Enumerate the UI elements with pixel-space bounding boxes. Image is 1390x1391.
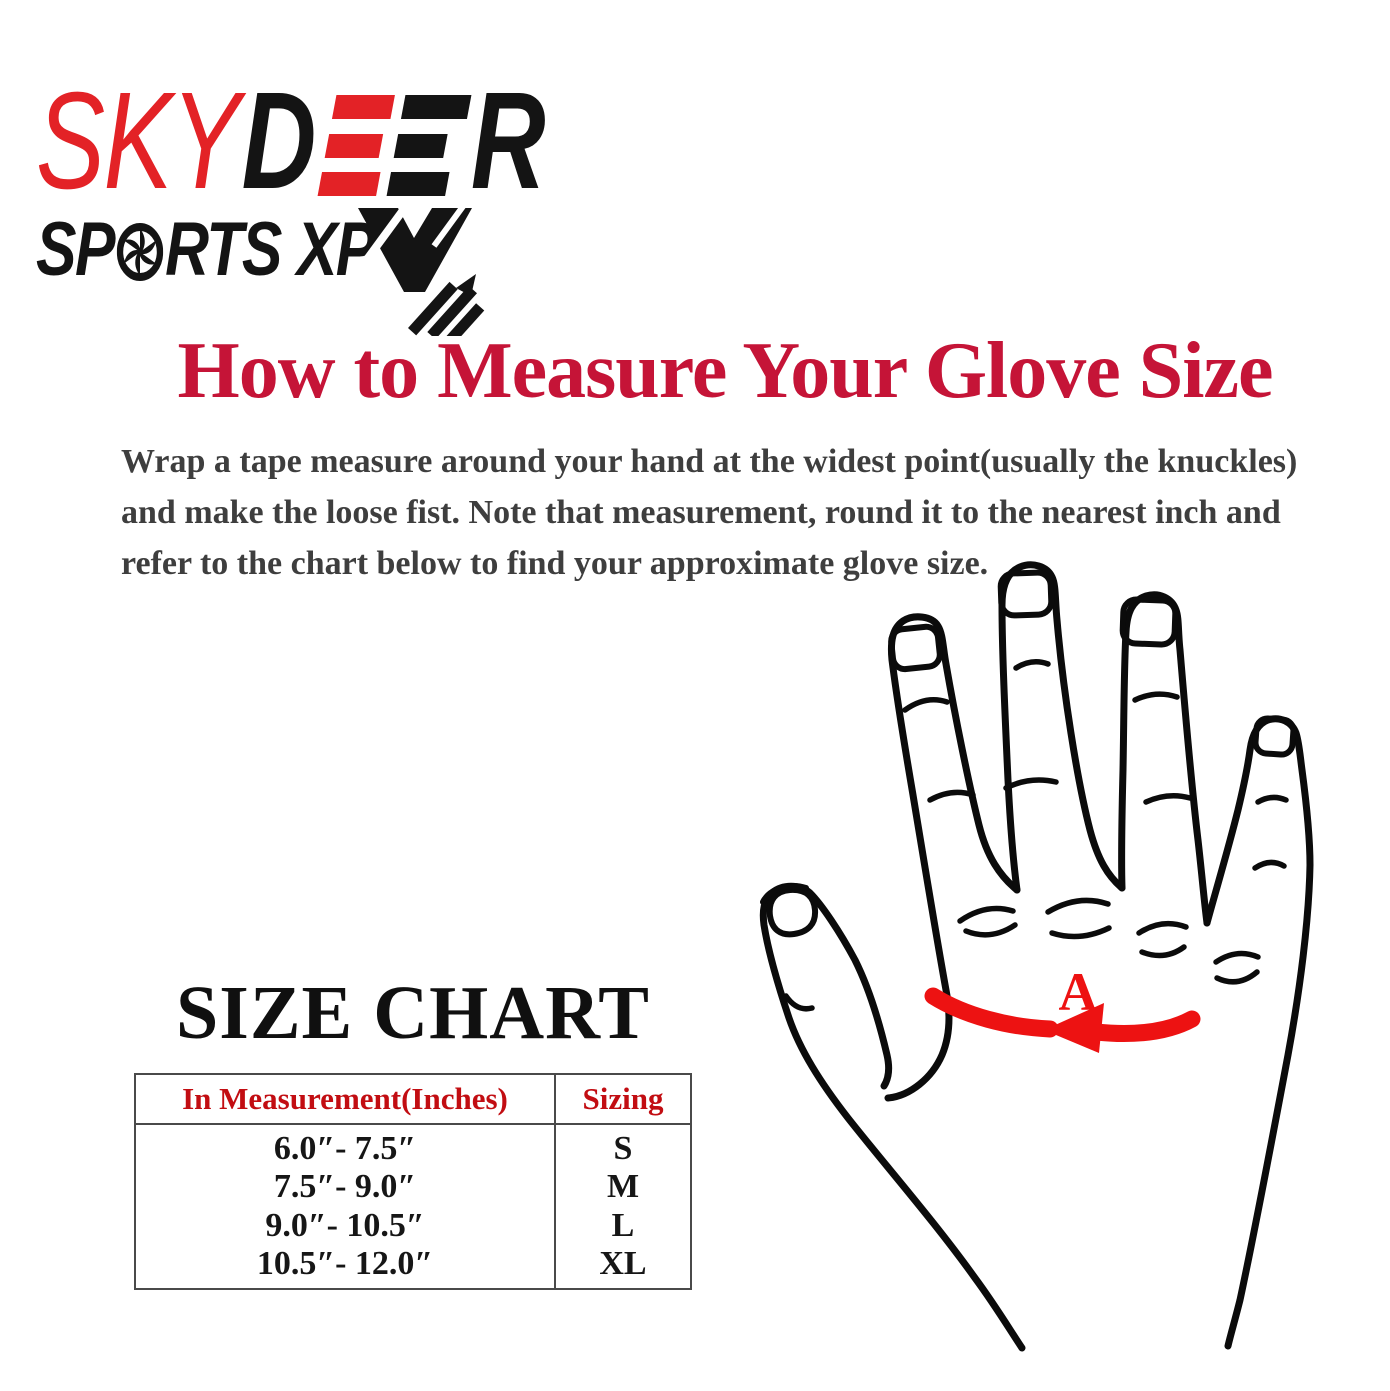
measurement-row-xl: 10.5″- 12.0″ — [256, 1245, 434, 1282]
logo-r-letter: R — [470, 64, 546, 218]
wheel-icon — [117, 223, 164, 281]
measurement-row-l: 9.0″- 10.5″ — [265, 1206, 425, 1244]
size-xl: XL — [599, 1245, 647, 1282]
logo-xp-text: XP — [296, 207, 377, 292]
instructions-line-1: Wrap a tape measure around your hand at … — [121, 443, 1298, 480]
thumb-nail — [766, 886, 819, 938]
measurement-row-m: 7.5″- 9.0″ — [273, 1168, 417, 1205]
measurement-column: In Measurement(Inches) 6.0″- 7.5″ 7.5″- … — [136, 1075, 556, 1288]
hand-illustration — [759, 561, 1314, 1352]
fingernails — [760, 569, 1297, 938]
sizing-values: S M L XL — [556, 1125, 690, 1288]
measurement-arrow — [924, 987, 1201, 1053]
finger-creases — [783, 659, 1289, 1012]
ring-nail — [1119, 596, 1179, 648]
size-s: S — [613, 1129, 633, 1167]
measuring-instructions: Wrap a tape measure around your hand at … — [121, 436, 1366, 589]
measurement-row-s: 6.0″- 7.5″ — [273, 1129, 417, 1167]
index-nail — [888, 623, 943, 673]
logo-e-black-bars-icon — [386, 95, 472, 196]
logo-sky-text: SKY — [36, 64, 240, 218]
band-left-segment — [924, 987, 1059, 1038]
size-m: M — [606, 1168, 640, 1205]
logo-sp-text: SP — [36, 207, 116, 292]
sports-xp-logo: SP RTS XP — [36, 207, 377, 292]
y-wing-logo-icon — [358, 206, 485, 336]
sizing-column: Sizing S M L XL — [556, 1075, 690, 1288]
measurement-values: 6.0″- 7.5″ 7.5″- 9.0″ 9.0″- 10.5″ 10.5″-… — [136, 1125, 554, 1288]
logo-rts-text: RTS — [165, 207, 282, 292]
logo-d-letter: D — [241, 64, 317, 218]
band-right-segment — [1087, 1010, 1201, 1042]
logo-e-red-bars-icon — [317, 95, 395, 196]
pinky-and-palm-outline — [1203, 715, 1314, 1350]
thumb-tip-line — [760, 883, 809, 905]
knuckle-creases — [957, 897, 1261, 985]
instructions-line-3: refer to the chart below to find your ap… — [121, 545, 989, 582]
size-chart-title: SIZE CHART — [175, 971, 650, 1055]
circumference-label: A — [1058, 962, 1098, 1022]
middle-nail — [997, 569, 1055, 619]
page-title: How to Measure Your Glove Size — [177, 327, 1273, 415]
arrowhead-icon — [1044, 1003, 1104, 1053]
thumb-and-palm-outline — [759, 882, 1026, 1352]
size-chart-table: In Measurement(Inches) 6.0″- 7.5″ 7.5″- … — [134, 1073, 692, 1290]
skydeer-logo: SKY D R — [36, 72, 546, 210]
size-l: L — [611, 1206, 635, 1244]
measurement-header: In Measurement(Inches) — [136, 1075, 554, 1125]
middle-finger-outline — [998, 561, 1126, 894]
instructions-line-2: and make the loose fist. Note that measu… — [121, 494, 1281, 531]
sizing-header: Sizing — [556, 1075, 690, 1125]
pinky-nail — [1252, 715, 1297, 758]
